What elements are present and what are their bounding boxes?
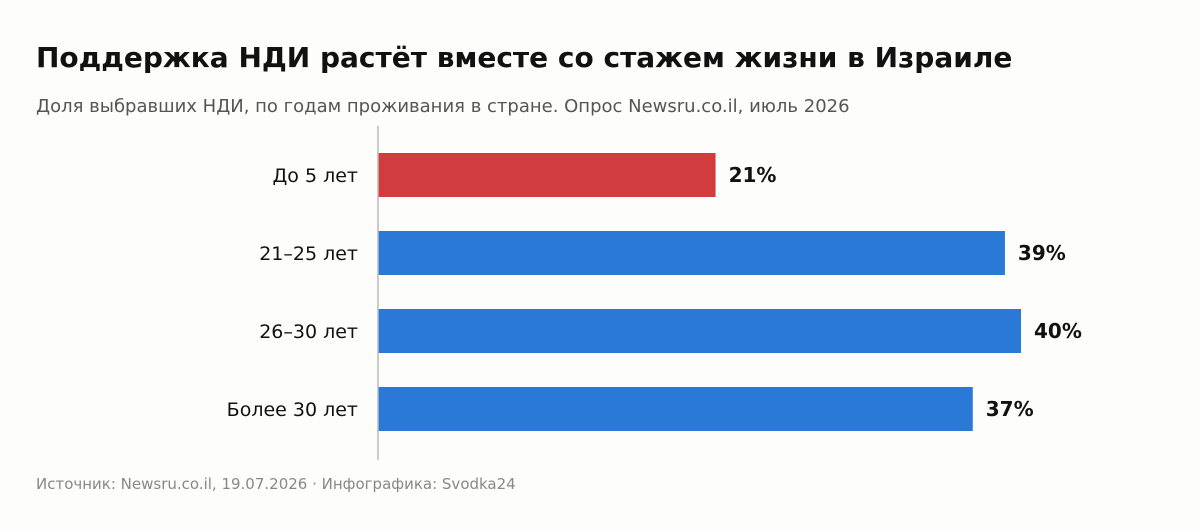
chart-subtitle: Доля выбравших НДИ, по годам проживания … — [36, 96, 850, 117]
bars-group — [378, 153, 1021, 431]
data-label: 40% — [1034, 319, 1082, 343]
bar-4 — [378, 387, 973, 431]
category-label: 26–30 лет — [259, 321, 358, 343]
bar-2 — [378, 231, 1005, 275]
bar-1 — [378, 153, 716, 197]
data-label: 39% — [1018, 241, 1066, 265]
data-label: 21% — [729, 163, 777, 187]
value-labels-group: 21% 39% 40% 37% — [729, 163, 1082, 421]
data-label: 37% — [986, 397, 1034, 421]
category-labels-group: До 5 лет 21–25 лет 26–30 лет Более 30 лет — [227, 165, 358, 421]
bar-3 — [378, 309, 1021, 353]
chart-title: Поддержка НДИ растёт вместе со стажем жи… — [36, 41, 1013, 74]
category-label: До 5 лет — [272, 165, 358, 187]
source-note: Источник: Newsru.co.il, 19.07.2026 · Инф… — [36, 475, 516, 493]
category-label: 21–25 лет — [259, 243, 358, 265]
category-label: Более 30 лет — [227, 399, 358, 421]
